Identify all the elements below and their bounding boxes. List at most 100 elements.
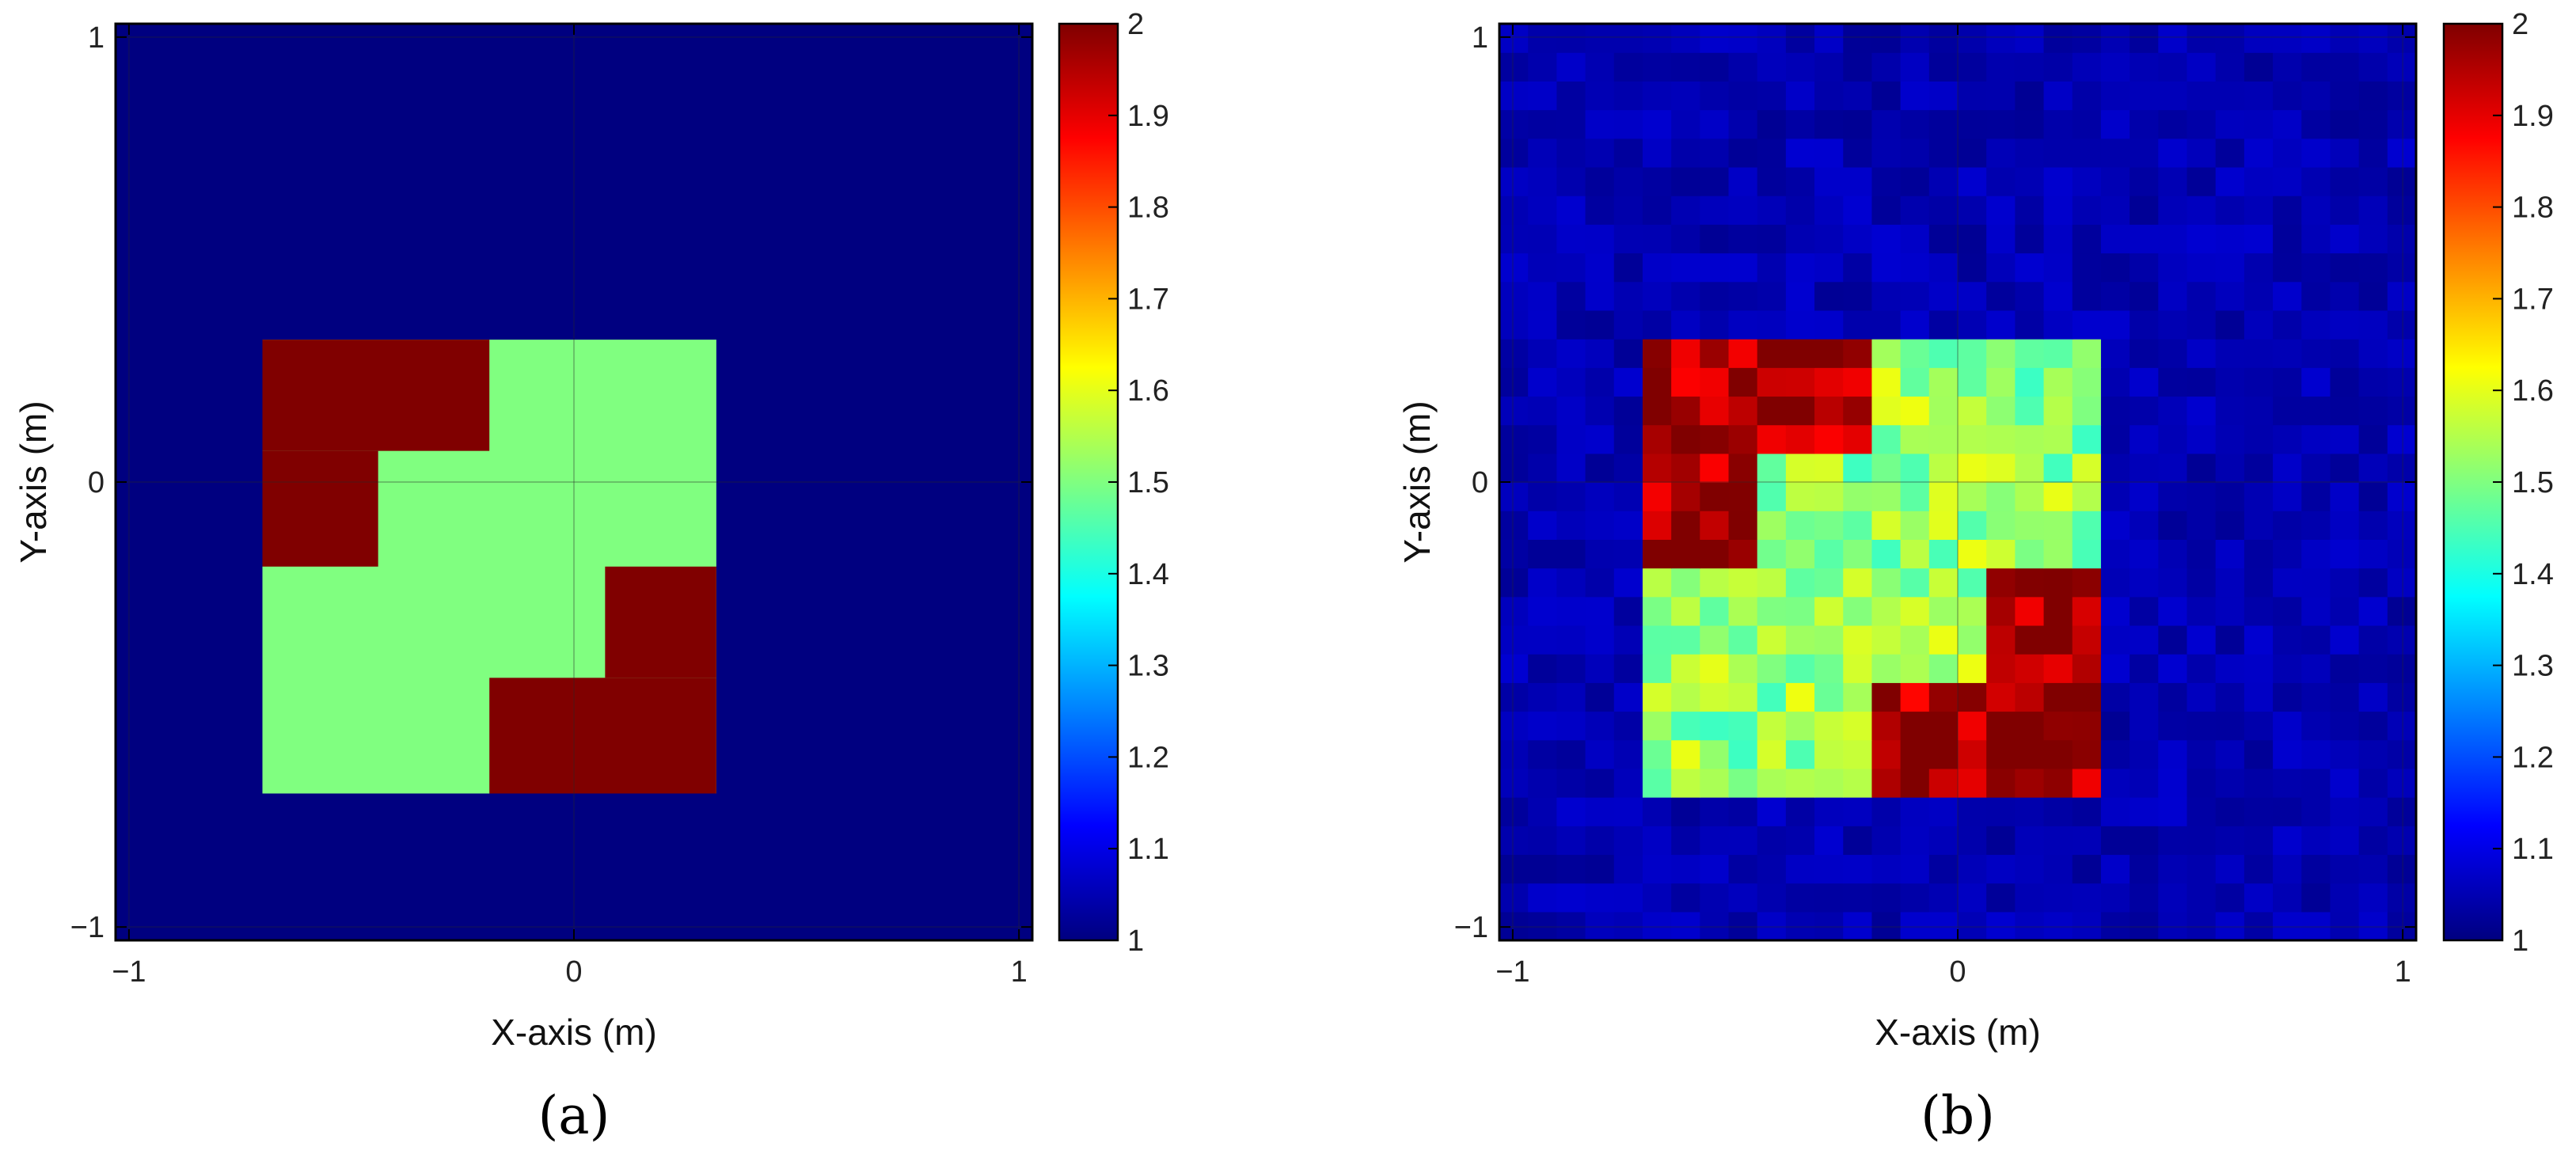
heatmap-cell xyxy=(1499,539,1529,569)
heatmap-cell xyxy=(1785,309,1815,340)
heatmap-cell xyxy=(1958,396,1987,426)
heatmap-cell xyxy=(1814,196,1844,225)
heatmap-cell xyxy=(2100,482,2130,511)
heatmap-cell xyxy=(1499,711,1529,741)
heatmap-cell xyxy=(1986,797,2016,826)
heatmap-cell xyxy=(1585,196,1615,225)
heatmap-cell xyxy=(1986,24,2016,53)
heatmap-cell xyxy=(2187,625,2217,655)
heatmap-cell xyxy=(2187,682,2217,712)
heatmap-cell xyxy=(2387,339,2417,368)
grid-b xyxy=(1499,24,2416,940)
heatmap-cell xyxy=(1642,309,1672,340)
heatmap-cell xyxy=(2158,482,2188,511)
heatmap-cell xyxy=(2273,682,2302,712)
heatmap-cell xyxy=(2244,24,2274,53)
heatmap-cell xyxy=(2072,309,2102,340)
heatmap-cell xyxy=(1613,252,1643,283)
ticks-b: −1 0 1 −1 0 1 xyxy=(1454,21,2416,989)
heatmap-cell xyxy=(2072,24,2102,53)
heatmap-cell xyxy=(1642,739,1672,769)
heatmap-cell xyxy=(1613,281,1643,311)
heatmap-cell xyxy=(1528,797,1557,826)
heatmap-cell xyxy=(1671,711,1700,741)
heatmap-cell xyxy=(1986,396,2016,426)
heatmap-cell xyxy=(1814,339,1844,368)
heatmap-cell xyxy=(2215,166,2245,196)
heatmap-cell xyxy=(2100,281,2130,311)
heatmap-cell xyxy=(1499,24,1529,53)
heatmap-cell xyxy=(1986,883,2016,913)
heatmap-cell xyxy=(1814,854,1844,884)
heatmap-cell xyxy=(1785,24,1815,53)
heatmap-cell xyxy=(1671,568,1700,598)
heatmap-cell xyxy=(1728,511,1758,540)
heatmap-cell xyxy=(2330,511,2360,540)
heatmap-cell xyxy=(1843,826,1873,856)
heatmap-cell xyxy=(1871,568,1902,598)
heatmap-cell xyxy=(1528,711,1557,741)
heatmap-cell xyxy=(1958,883,1987,913)
heatmap-cell xyxy=(2387,424,2417,454)
heatmap-region xyxy=(489,678,716,794)
heatmap-cell xyxy=(1700,24,1730,53)
heatmap-cell xyxy=(1728,424,1758,454)
heatmap-cell xyxy=(1986,196,2016,225)
colorbar-gradient xyxy=(1058,22,1119,942)
heatmap-cell xyxy=(2187,281,2217,311)
heatmap-cell xyxy=(1928,625,1959,655)
heatmap-cell xyxy=(1757,797,1787,826)
heatmap-cell xyxy=(1928,424,1959,454)
heatmap-cell xyxy=(1814,453,1844,483)
heatmap-cell xyxy=(2387,568,2417,598)
heatmap-cell xyxy=(2387,625,2417,655)
heatmap-cell xyxy=(1814,424,1844,454)
heatmap-cell xyxy=(2330,424,2360,454)
heatmap-cell xyxy=(2130,424,2159,454)
colorbar-tick-label: 1.2 xyxy=(1127,741,1169,774)
heatmap-cell xyxy=(1900,138,1930,168)
heatmap-cell xyxy=(1986,252,2016,283)
heatmap-cell xyxy=(1785,654,1815,683)
heatmap-cell xyxy=(1671,482,1700,511)
heatmap-cell xyxy=(1928,654,1959,683)
heatmap-cell xyxy=(1871,281,1902,311)
heatmap-cell xyxy=(2273,654,2302,683)
heatmap-cell xyxy=(2244,654,2274,683)
heatmap-cell xyxy=(1556,339,1586,368)
heatmap-cell xyxy=(1900,196,1930,225)
heatmap-cell xyxy=(1528,224,1557,254)
colorbar-tick-label: 1.9 xyxy=(1127,100,1169,133)
heatmap-cell xyxy=(2215,252,2245,283)
heatmap-cell xyxy=(1900,424,1930,454)
heatmap-cell xyxy=(2043,625,2073,655)
heatmap-cell xyxy=(1499,138,1529,168)
heatmap-cell xyxy=(1613,768,1643,798)
colorbar-gradient xyxy=(2442,22,2504,942)
heatmap-cell xyxy=(1785,568,1815,598)
heatmap-cell xyxy=(2301,682,2331,712)
heatmap-cell xyxy=(1556,883,1586,913)
heatmap-cell xyxy=(1728,138,1758,168)
heatmap-cell xyxy=(1986,339,2016,368)
heatmap-cell xyxy=(2100,797,2130,826)
heatmap-cell xyxy=(1642,768,1672,798)
heatmap-cell xyxy=(1728,52,1758,82)
heatmap-cell xyxy=(1556,281,1586,311)
heatmap-cell xyxy=(2273,739,2302,769)
heatmap-cell xyxy=(1958,339,1987,368)
heatmap-cell xyxy=(1928,81,1959,111)
heatmap-cell xyxy=(2043,711,2073,741)
heatmap-cell xyxy=(2358,511,2388,540)
heatmap-cell xyxy=(2130,224,2159,254)
heatmap-cell xyxy=(1785,196,1815,225)
heatmap-cell xyxy=(2273,281,2302,311)
heatmap-cell xyxy=(2072,511,2102,540)
heatmap-cell xyxy=(2015,711,2045,741)
heatmap-cell xyxy=(2358,453,2388,483)
heatmap-cell xyxy=(1528,739,1557,769)
heatmap-cell xyxy=(1900,625,1930,655)
heatmap-cell xyxy=(2043,911,2073,941)
heatmap-cell xyxy=(2158,911,2188,941)
heatmap-cell xyxy=(2015,281,2045,311)
